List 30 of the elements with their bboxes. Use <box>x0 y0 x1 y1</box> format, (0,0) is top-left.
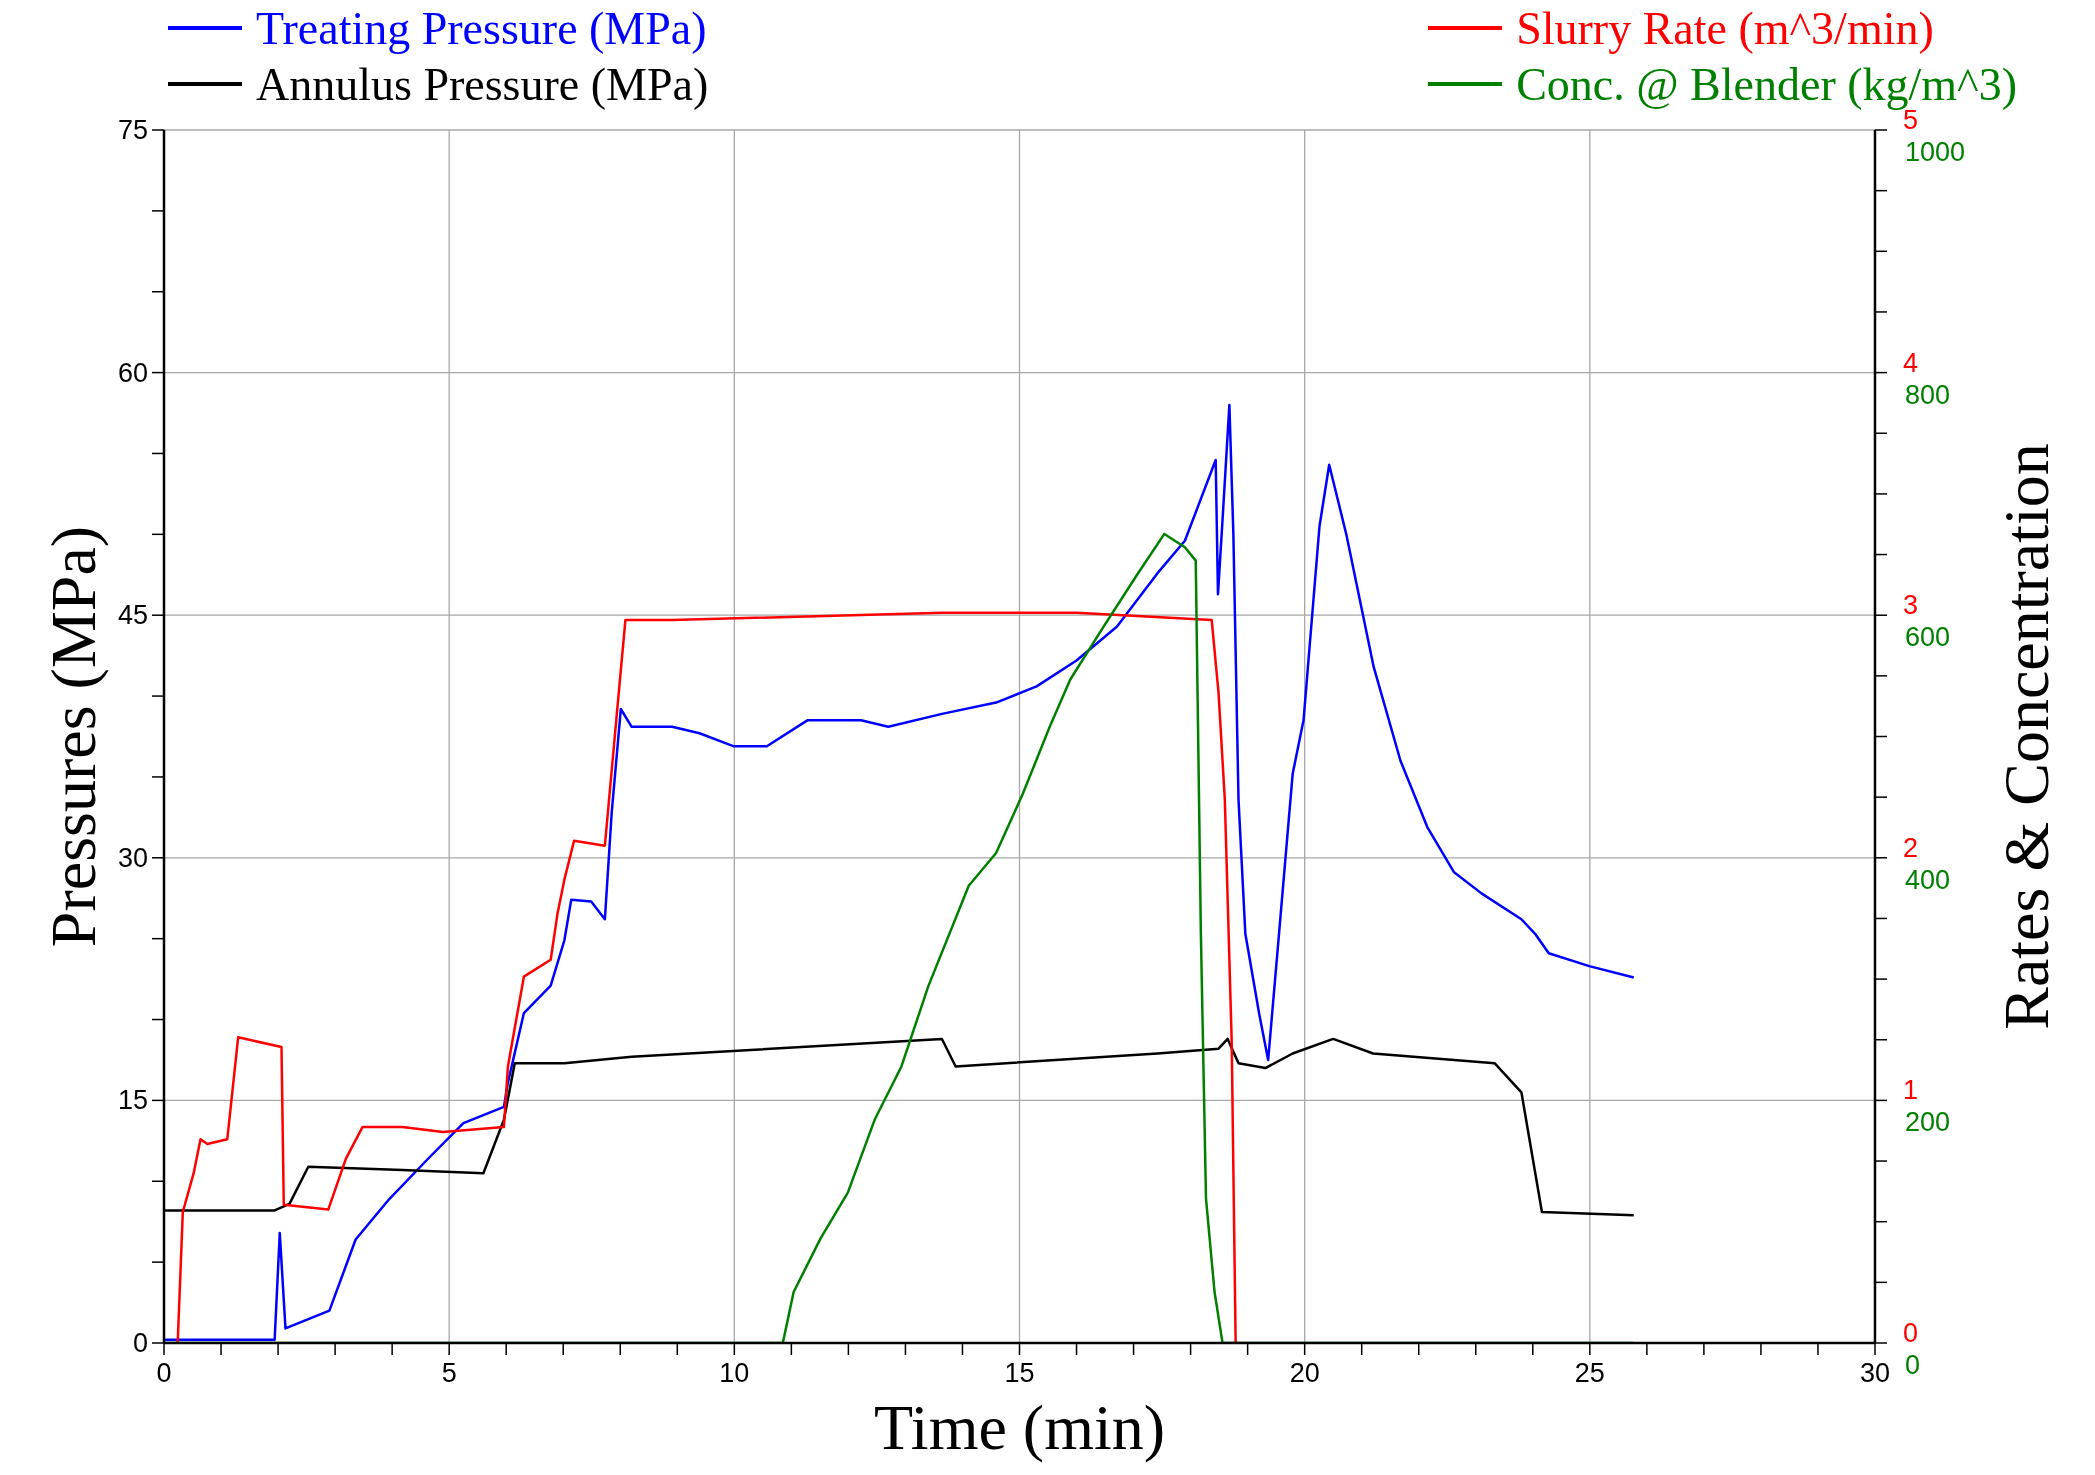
y2-tick-label: 4 <box>1903 347 1919 378</box>
y-tick-label: 30 <box>117 842 148 873</box>
y-tick-label: 75 <box>117 115 148 145</box>
x-axis-title: Time (min) <box>874 1392 1165 1463</box>
y2-axis-title: Rates & Concentration <box>1990 443 2062 1030</box>
x-tick-label: 0 <box>156 1358 172 1389</box>
y2-tick-label: 2 <box>1903 832 1919 863</box>
x-tick-label: 5 <box>441 1358 457 1389</box>
x-tick-label: 10 <box>719 1358 750 1389</box>
y3-tick-label: 400 <box>1905 864 1951 895</box>
y-tick-label: 45 <box>117 600 148 631</box>
y3-tick-label: 1000 <box>1905 137 1966 167</box>
legend-label: Conc. @ Blender (kg/m^3) <box>1516 57 2017 110</box>
legend-label: Treating Pressure (MPa) <box>256 1 707 55</box>
legend-label: Annulus Pressure (MPa) <box>256 57 709 111</box>
y2-tick-label: 0 <box>1903 1318 1919 1348</box>
x-tick-label: 25 <box>1574 1358 1605 1389</box>
y-tick-label: 0 <box>132 1328 148 1358</box>
y2-tick-label: 3 <box>1903 590 1919 621</box>
y3-tick-label: 200 <box>1905 1107 1951 1138</box>
y-axis-title: Pressures (MPa) <box>37 525 109 948</box>
x-tick-label: 15 <box>1004 1358 1035 1389</box>
y-tick-label: 15 <box>117 1085 148 1116</box>
x-tick-label: 30 <box>1859 1358 1891 1389</box>
y2-tick-label: 1 <box>1903 1075 1919 1106</box>
x-tick-label: 20 <box>1289 1358 1320 1389</box>
legend-label: Slurry Rate (m^3/min) <box>1516 1 1934 55</box>
y3-tick-label: 800 <box>1905 379 1951 410</box>
y-tick-label: 60 <box>117 357 148 388</box>
y3-tick-label: 600 <box>1905 622 1951 653</box>
